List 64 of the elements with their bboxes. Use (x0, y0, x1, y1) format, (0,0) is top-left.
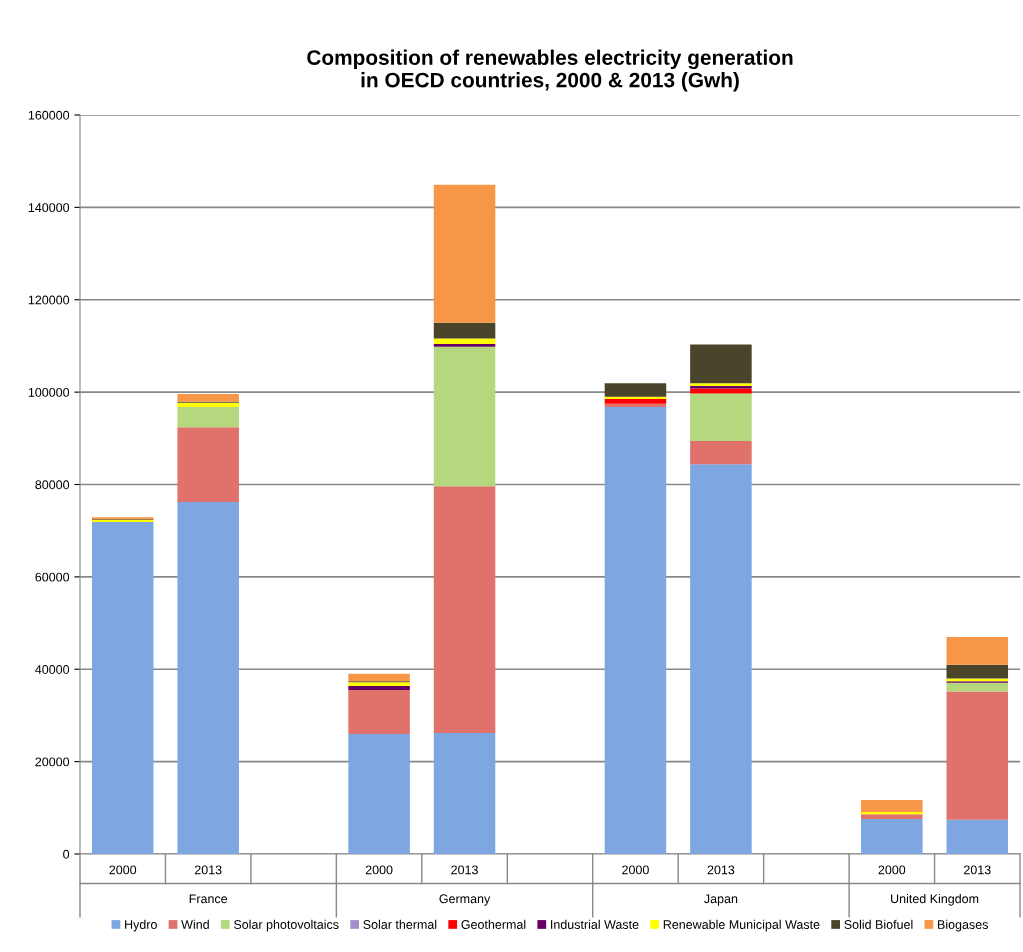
bar (433, 344, 496, 347)
x-tick-label: 2000 (109, 865, 137, 875)
x-tick-label: 2013 (194, 865, 222, 875)
bar (861, 818, 923, 854)
bar (690, 393, 752, 442)
text: Germany (439, 894, 491, 906)
bar (433, 184, 496, 323)
y-tick-label: 40000 (35, 665, 70, 674)
bar (433, 322, 496, 339)
text: France (189, 894, 228, 904)
legend-label: Solar photovoltaics (233, 919, 339, 932)
x-tick-label: 2000 (878, 865, 906, 875)
bar (348, 685, 410, 691)
x-tick-label: 2000 (365, 865, 393, 875)
bar (604, 406, 667, 854)
bar (433, 486, 496, 733)
bar (177, 402, 239, 407)
legend-label: Geothermal (461, 919, 526, 929)
y-tick-label: 0 (63, 849, 70, 859)
legend-label: Wind (181, 919, 209, 929)
bar (861, 799, 923, 812)
bar (690, 344, 752, 384)
y-tick-label: 160000 (28, 110, 70, 120)
bar (604, 399, 667, 404)
bar (946, 664, 1009, 679)
bar (690, 388, 752, 394)
y-tick-label: 140000 (28, 203, 70, 213)
bar (177, 406, 239, 428)
y-tick-label: 60000 (35, 572, 70, 582)
y-tick-label: 120000 (28, 295, 70, 305)
legend-label: Renewable Municipal Waste (663, 919, 820, 932)
bar (177, 393, 239, 402)
bar (433, 346, 496, 487)
legend-label: Solid Biofuel (844, 919, 913, 929)
bar (604, 383, 667, 397)
bar (348, 733, 410, 854)
bar (91, 521, 154, 854)
bar (604, 403, 667, 407)
bar (861, 814, 923, 819)
y-tick-label: 100000 (28, 387, 70, 397)
bar (348, 673, 410, 682)
bar (433, 732, 496, 854)
bar (946, 691, 1009, 820)
legend-label: Hydro (125, 919, 157, 932)
bar (946, 819, 1009, 854)
legend-label: Biogases (938, 919, 988, 932)
y-tick-label: 80000 (35, 480, 70, 490)
x-tick-label: 2013 (707, 865, 735, 875)
y-tick-label: 20000 (35, 757, 70, 767)
legend-label: Solar thermal (363, 919, 437, 929)
bar (348, 690, 410, 734)
bar (177, 427, 239, 503)
bar (946, 636, 1009, 665)
legend-label: Industrial Waste (551, 919, 639, 929)
bar (690, 441, 752, 465)
x-tick-label: 2013 (451, 865, 478, 875)
text: Japan (704, 894, 738, 906)
x-tick-label: 2013 (964, 865, 991, 875)
chart-title: Composition of renewables electricity generation in OECD countries, 2000 & 2013 (Gwh) (307, 49, 793, 92)
bar (177, 502, 239, 854)
text: United Kingdom (891, 893, 979, 906)
bar (690, 464, 752, 854)
bar (946, 682, 1009, 692)
x-tick-label: 2000 (622, 865, 649, 875)
